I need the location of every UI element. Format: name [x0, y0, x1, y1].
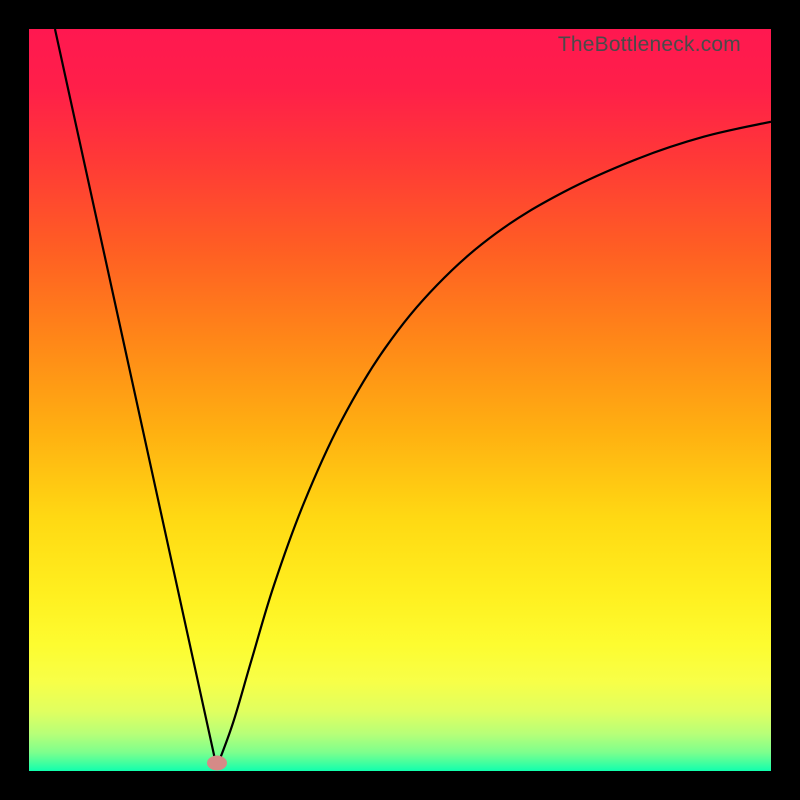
gradient-background: [29, 29, 771, 771]
plot-frame: TheBottleneck.com: [29, 29, 771, 771]
watermark-label: TheBottleneck.com: [558, 33, 741, 57]
plot-svg: [29, 29, 771, 771]
optimum-marker: [207, 755, 227, 770]
